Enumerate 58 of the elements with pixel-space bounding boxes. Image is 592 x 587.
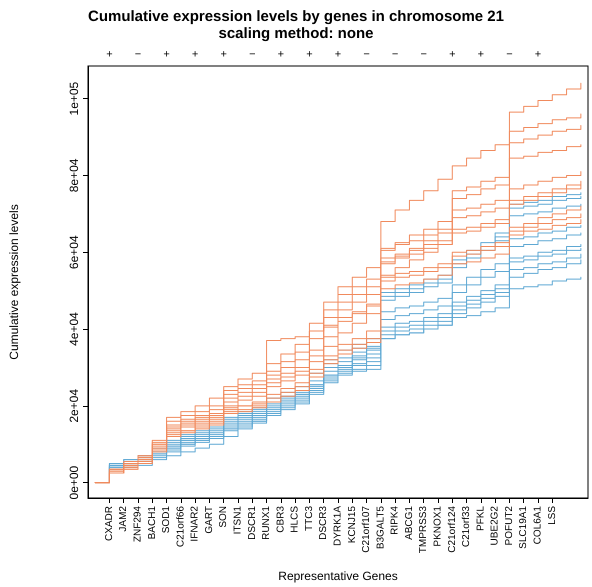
x-tick-label: CBR3: [275, 506, 286, 533]
text: +: [449, 48, 456, 60]
text: +: [106, 48, 113, 60]
y-tick-label: 4e+04: [67, 312, 81, 346]
text: +: [478, 48, 484, 60]
x-tick-label: B3GALT5: [375, 506, 386, 550]
x-tick-label: PKNOX1: [432, 506, 444, 547]
x-tick-label: ZNF294: [132, 506, 144, 542]
y-tick-label: 1e+05: [67, 81, 81, 116]
x-axis-title: Representative Genes: [278, 569, 398, 583]
x-tick-label: COL6A1: [532, 506, 544, 544]
x-tick-label: KCNJ15: [346, 506, 358, 544]
text: +: [334, 48, 342, 60]
chart-title: Cumulative expression levels by genes in chromosome 21: [88, 8, 504, 25]
x-tick-label: CXADR: [104, 506, 115, 542]
chart-subtitle: scaling method: none: [218, 25, 374, 42]
x-tick-label: SLC19A1: [518, 506, 530, 549]
text: +: [534, 48, 542, 60]
x-tick-label: DYRK1A: [332, 506, 344, 546]
x-tick-label: LSS: [546, 506, 558, 525]
text: +: [278, 48, 284, 60]
x-tick-label: GART: [204, 506, 215, 534]
x-tick-label: IFNAR2: [190, 506, 201, 542]
x-tick-label: SOD1: [161, 506, 172, 534]
y-axis-title: Cumulative expression levels: [7, 204, 21, 360]
text: −: [134, 48, 142, 60]
x-tick-label: C21orf107: [361, 506, 372, 553]
x-tick-label: RUNX1: [261, 506, 272, 540]
x-tick-label: DSCR1: [246, 506, 258, 540]
x-tick-label: SON: [218, 506, 230, 528]
x-tick-label: POFUT2: [504, 506, 515, 546]
x-tick-label: DSCR3: [318, 506, 330, 540]
y-tick-label: 2e+04: [67, 388, 81, 423]
text: +: [192, 48, 198, 60]
x-tick-label: UBE2G2: [490, 506, 501, 546]
y-tick-label: 6e+04: [67, 235, 81, 270]
x-tick-label: C21orf33: [461, 506, 472, 548]
x-tick-label: ABCG1: [404, 506, 415, 540]
x-tick-label: BACH1: [146, 506, 158, 540]
x-tick-label: C21orf124: [446, 506, 458, 553]
text: +: [220, 48, 227, 60]
text: −: [420, 48, 427, 60]
y-tick-label: 8e+04: [67, 158, 81, 192]
x-tick-label: RIPK4: [390, 506, 401, 535]
x-tick-label: TTC3: [304, 506, 315, 531]
x-tick-label: JAM2: [118, 506, 130, 532]
text: −: [506, 48, 513, 60]
x-tick-label: ITSN1: [232, 506, 244, 534]
text: −: [392, 48, 398, 60]
x-tick-label: TMPRSS3: [418, 506, 430, 554]
x-tick-label: PFKL: [475, 506, 486, 532]
y-tick-label: 0e+00: [67, 465, 81, 500]
x-tick-label: C21orf66: [175, 506, 186, 548]
text: +: [306, 48, 313, 60]
x-tick-label: HLCS: [290, 506, 301, 533]
text: −: [363, 48, 370, 60]
text: −: [249, 48, 256, 60]
text: +: [163, 48, 170, 60]
